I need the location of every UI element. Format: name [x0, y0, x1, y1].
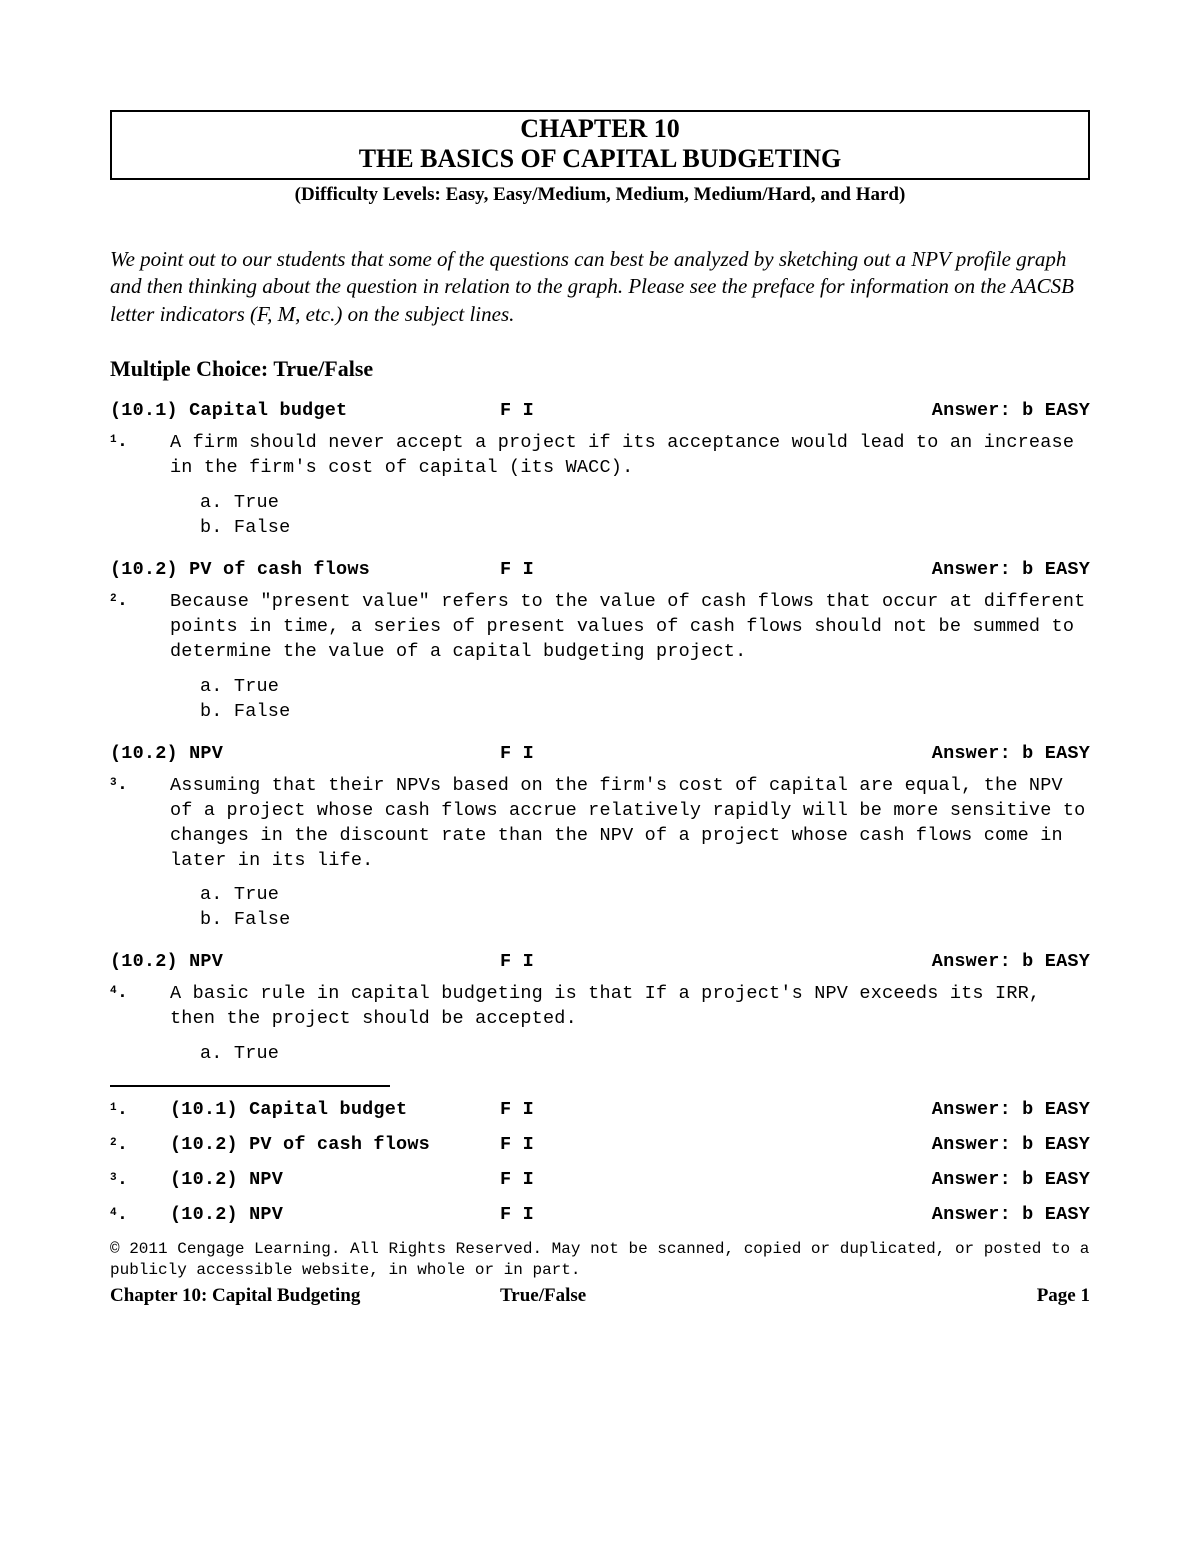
question-body-row: 3. Assuming that their NPVs based on the…: [110, 774, 1090, 874]
question-text: Because "present value" refers to the va…: [170, 590, 1090, 665]
footnote-title: (10.1) Capital budget: [170, 1099, 500, 1120]
option-b: b. False: [200, 908, 1090, 933]
chapter-title: THE BASICS OF CAPITAL BUDGETING: [112, 144, 1088, 174]
question-number: 3.: [110, 774, 170, 874]
option-a: a. True: [200, 675, 1090, 700]
question-indicator: F I: [500, 951, 760, 972]
question-options: a. True b. False: [200, 883, 1090, 933]
footer-page-number: Page 1: [760, 1285, 1090, 1307]
footnote-row: 2. (10.2) PV of cash flows F I Answer: b…: [110, 1134, 1090, 1155]
footnote-num: 2.: [110, 1134, 170, 1155]
chapter-number: CHAPTER 10: [112, 114, 1088, 144]
question-number: 4.: [110, 982, 170, 1032]
question-topic: (10.1) Capital budget: [110, 400, 500, 421]
intro-paragraph: We point out to our students that some o…: [110, 246, 1090, 328]
footnote-num: 3.: [110, 1169, 170, 1190]
footnote-title: (10.2) NPV: [170, 1169, 500, 1190]
footnote-num: 1.: [110, 1099, 170, 1120]
option-a: a. True: [200, 1042, 1090, 1067]
section-heading: Multiple Choice: True/False: [110, 356, 1090, 382]
footnote-indicator: F I: [500, 1134, 760, 1155]
question-number: 1.: [110, 431, 170, 481]
option-a: a. True: [200, 883, 1090, 908]
footnote-answer: Answer: b EASY: [760, 1134, 1090, 1155]
footer-section: True/False: [500, 1285, 760, 1307]
footnote-title: (10.2) NPV: [170, 1204, 500, 1225]
option-a: a. True: [200, 491, 1090, 516]
question-number: 2.: [110, 590, 170, 665]
question-indicator: F I: [500, 559, 760, 580]
question-answer-label: Answer: b EASY: [760, 951, 1090, 972]
question-text: A basic rule in capital budgeting is tha…: [170, 982, 1090, 1032]
question-options: a. True: [200, 1042, 1090, 1067]
question-indicator: F I: [500, 743, 760, 764]
footnote-answer: Answer: b EASY: [760, 1099, 1090, 1120]
footnote-row: 1. (10.1) Capital budget F I Answer: b E…: [110, 1099, 1090, 1120]
question-body-row: 2. Because "present value" refers to the…: [110, 590, 1090, 665]
question-body-row: 4. A basic rule in capital budgeting is …: [110, 982, 1090, 1032]
question-answer-label: Answer: b EASY: [760, 743, 1090, 764]
option-b: b. False: [200, 516, 1090, 541]
question-answer-label: Answer: b EASY: [760, 559, 1090, 580]
question-answer-label: Answer: b EASY: [760, 400, 1090, 421]
footer-chapter: Chapter 10: Capital Budgeting: [110, 1285, 500, 1307]
question-options: a. True b. False: [200, 491, 1090, 541]
chapter-title-box: CHAPTER 10 THE BASICS OF CAPITAL BUDGETI…: [110, 110, 1090, 180]
question-text: Assuming that their NPVs based on the fi…: [170, 774, 1090, 874]
question-text: A firm should never accept a project if …: [170, 431, 1090, 481]
footnote-divider: [110, 1085, 390, 1087]
footnote-answer: Answer: b EASY: [760, 1204, 1090, 1225]
difficulty-levels: (Difficulty Levels: Easy, Easy/Medium, M…: [110, 184, 1090, 206]
question-header: (10.2) PV of cash flows F I Answer: b EA…: [110, 559, 1090, 580]
footnote-row: 3. (10.2) NPV F I Answer: b EASY: [110, 1169, 1090, 1190]
page-footer: Chapter 10: Capital Budgeting True/False…: [110, 1285, 1090, 1307]
question-header: (10.2) NPV F I Answer: b EASY: [110, 951, 1090, 972]
question-header: (10.2) NPV F I Answer: b EASY: [110, 743, 1090, 764]
footnote-title: (10.2) PV of cash flows: [170, 1134, 500, 1155]
option-b: b. False: [200, 700, 1090, 725]
question-topic: (10.2) PV of cash flows: [110, 559, 500, 580]
document-page: CHAPTER 10 THE BASICS OF CAPITAL BUDGETI…: [0, 0, 1200, 1553]
question-header: (10.1) Capital budget F I Answer: b EASY: [110, 400, 1090, 421]
footnote-indicator: F I: [500, 1099, 760, 1120]
question-options: a. True b. False: [200, 675, 1090, 725]
footnote-answer: Answer: b EASY: [760, 1169, 1090, 1190]
footnote-num: 4.: [110, 1204, 170, 1225]
copyright-notice: © 2011 Cengage Learning. All Rights Rese…: [110, 1239, 1090, 1281]
footnote-row: 4. (10.2) NPV F I Answer: b EASY: [110, 1204, 1090, 1225]
question-body-row: 1. A firm should never accept a project …: [110, 431, 1090, 481]
question-indicator: F I: [500, 400, 760, 421]
question-topic: (10.2) NPV: [110, 951, 500, 972]
footnote-indicator: F I: [500, 1204, 760, 1225]
footnote-indicator: F I: [500, 1169, 760, 1190]
question-topic: (10.2) NPV: [110, 743, 500, 764]
